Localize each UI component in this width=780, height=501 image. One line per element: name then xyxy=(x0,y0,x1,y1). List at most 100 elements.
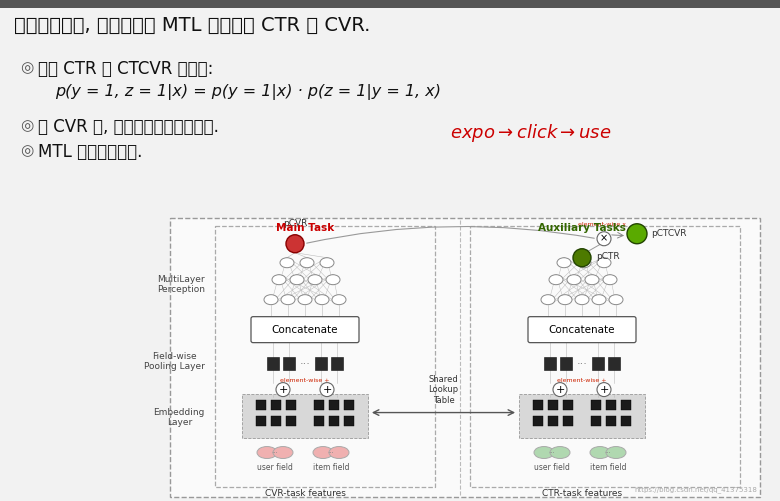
Ellipse shape xyxy=(326,275,340,285)
Ellipse shape xyxy=(329,446,349,458)
Ellipse shape xyxy=(558,295,572,305)
FancyBboxPatch shape xyxy=(283,357,295,370)
FancyBboxPatch shape xyxy=(563,400,573,409)
Circle shape xyxy=(320,383,334,397)
Text: 利用 CTR 和 CTCVR 的关系:: 利用 CTR 和 CTCVR 的关系: xyxy=(38,60,214,78)
Ellipse shape xyxy=(332,295,346,305)
FancyBboxPatch shape xyxy=(560,357,572,370)
Text: CVR-task features: CVR-task features xyxy=(264,489,346,498)
Ellipse shape xyxy=(597,258,611,268)
Text: user field: user field xyxy=(534,462,570,471)
Text: Embedding
Layer: Embedding Layer xyxy=(154,408,205,427)
FancyBboxPatch shape xyxy=(519,394,645,437)
Ellipse shape xyxy=(534,446,554,458)
Text: ◎: ◎ xyxy=(20,143,34,158)
FancyBboxPatch shape xyxy=(329,400,339,409)
Text: item field: item field xyxy=(313,462,349,471)
Text: ···: ··· xyxy=(604,450,612,456)
FancyBboxPatch shape xyxy=(606,415,616,425)
Circle shape xyxy=(597,383,611,397)
Text: pCTR: pCTR xyxy=(596,252,619,261)
FancyBboxPatch shape xyxy=(608,357,620,370)
Ellipse shape xyxy=(308,275,322,285)
Text: ···: ··· xyxy=(576,359,587,369)
FancyBboxPatch shape xyxy=(256,415,266,425)
Ellipse shape xyxy=(273,446,293,458)
Text: 阿里妈妈提出, 主要是通过 MTL 同时学习 CTR 和 CVR.: 阿里妈妈提出, 主要是通过 MTL 同时学习 CTR 和 CVR. xyxy=(14,16,370,35)
FancyBboxPatch shape xyxy=(314,400,324,409)
Text: ◎: ◎ xyxy=(20,60,34,75)
Text: Auxiliary Tasks: Auxiliary Tasks xyxy=(538,223,626,233)
Circle shape xyxy=(597,232,611,245)
FancyBboxPatch shape xyxy=(271,400,281,409)
Ellipse shape xyxy=(567,275,581,285)
FancyBboxPatch shape xyxy=(548,415,558,425)
Ellipse shape xyxy=(272,275,286,285)
Text: 在 CVR 中, 对于整个样本空间建模.: 在 CVR 中, 对于整个样本空间建模. xyxy=(38,118,219,136)
Text: Field-wise
Pooling Layer: Field-wise Pooling Layer xyxy=(144,352,205,371)
FancyBboxPatch shape xyxy=(170,218,760,497)
Text: ···: ··· xyxy=(271,450,278,456)
FancyBboxPatch shape xyxy=(242,394,368,437)
Circle shape xyxy=(627,224,647,244)
Text: +: + xyxy=(278,385,288,395)
Text: +: + xyxy=(555,385,565,395)
Text: +: + xyxy=(599,385,608,395)
Ellipse shape xyxy=(575,295,589,305)
Ellipse shape xyxy=(603,275,617,285)
FancyBboxPatch shape xyxy=(344,415,354,425)
FancyBboxPatch shape xyxy=(591,415,601,425)
Ellipse shape xyxy=(590,446,610,458)
FancyBboxPatch shape xyxy=(533,415,543,425)
FancyBboxPatch shape xyxy=(267,357,279,370)
Text: MultiLayer
Perception: MultiLayer Perception xyxy=(157,275,205,295)
FancyBboxPatch shape xyxy=(315,357,327,370)
Circle shape xyxy=(276,383,290,397)
Text: ×: × xyxy=(600,234,608,244)
FancyBboxPatch shape xyxy=(621,415,631,425)
Ellipse shape xyxy=(315,295,329,305)
FancyBboxPatch shape xyxy=(528,317,636,343)
FancyBboxPatch shape xyxy=(621,400,631,409)
Ellipse shape xyxy=(281,295,295,305)
Ellipse shape xyxy=(541,295,555,305)
Text: +: + xyxy=(322,385,332,395)
Ellipse shape xyxy=(290,275,304,285)
Text: pCTCVR: pCTCVR xyxy=(651,229,686,238)
FancyBboxPatch shape xyxy=(0,0,780,8)
Ellipse shape xyxy=(298,295,312,305)
FancyBboxPatch shape xyxy=(286,415,296,425)
Text: ···: ··· xyxy=(328,450,335,456)
Text: ···: ··· xyxy=(300,359,310,369)
Ellipse shape xyxy=(557,258,571,268)
Ellipse shape xyxy=(320,258,334,268)
Ellipse shape xyxy=(257,446,277,458)
FancyBboxPatch shape xyxy=(533,400,543,409)
FancyBboxPatch shape xyxy=(314,415,324,425)
FancyBboxPatch shape xyxy=(563,415,573,425)
Text: pCVR: pCVR xyxy=(283,219,307,228)
Text: element-wise +: element-wise + xyxy=(557,378,607,383)
Ellipse shape xyxy=(550,446,570,458)
FancyBboxPatch shape xyxy=(548,400,558,409)
FancyBboxPatch shape xyxy=(592,357,604,370)
Ellipse shape xyxy=(280,258,294,268)
FancyBboxPatch shape xyxy=(329,415,339,425)
Text: Main Task: Main Task xyxy=(276,223,334,233)
Text: ···: ··· xyxy=(548,450,555,456)
Circle shape xyxy=(573,248,591,267)
FancyBboxPatch shape xyxy=(256,400,266,409)
Circle shape xyxy=(286,235,304,253)
FancyBboxPatch shape xyxy=(286,400,296,409)
Ellipse shape xyxy=(592,295,606,305)
Ellipse shape xyxy=(585,275,599,285)
FancyBboxPatch shape xyxy=(251,317,359,343)
Text: $expo \rightarrow click \rightarrow use$: $expo \rightarrow click \rightarrow use$ xyxy=(450,122,612,144)
Text: https://blog.csdn.net/qq_41375318: https://blog.csdn.net/qq_41375318 xyxy=(634,487,757,493)
Text: Shared
Lookup
Table: Shared Lookup Table xyxy=(428,375,459,405)
Ellipse shape xyxy=(313,446,333,458)
Text: element-wise +: element-wise + xyxy=(280,378,330,383)
Text: element-wise x: element-wise x xyxy=(578,222,626,227)
Ellipse shape xyxy=(606,446,626,458)
Ellipse shape xyxy=(300,258,314,268)
